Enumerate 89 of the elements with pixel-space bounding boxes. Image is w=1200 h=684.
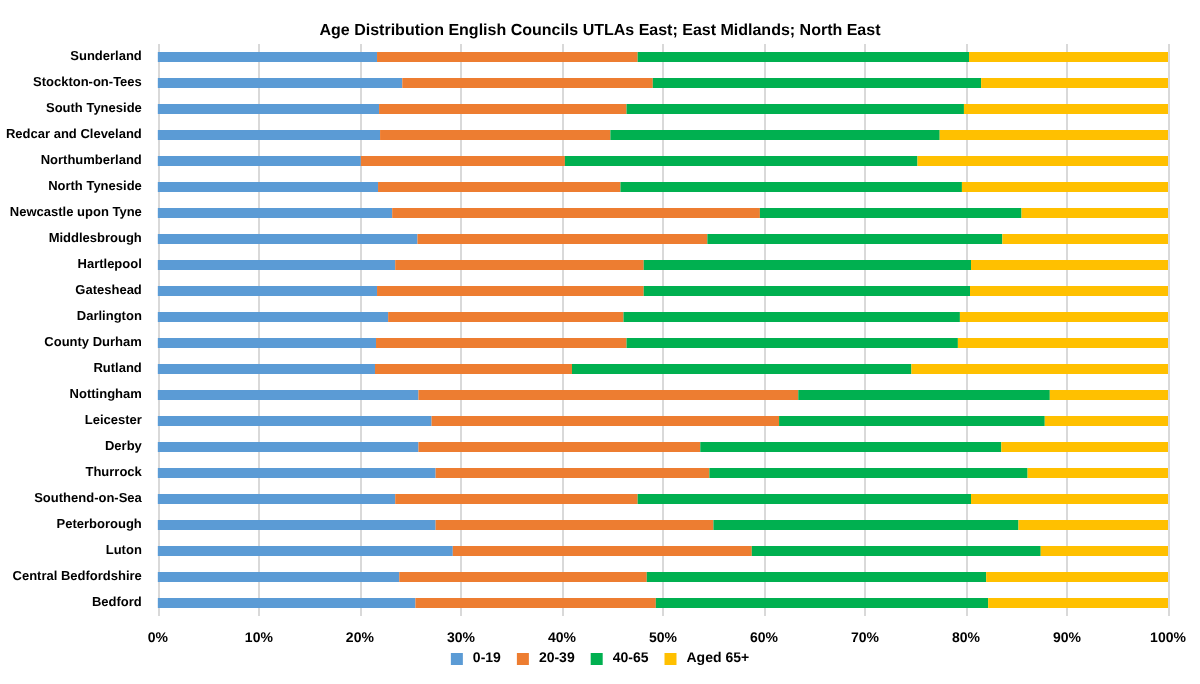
bar <box>610 130 940 140</box>
bar <box>378 182 621 192</box>
bar <box>157 598 416 608</box>
bar <box>377 52 638 62</box>
bar <box>620 182 962 192</box>
bar <box>623 312 960 322</box>
bar <box>435 468 710 478</box>
bar <box>1002 234 1168 244</box>
bar <box>157 286 378 296</box>
bar <box>157 390 419 400</box>
bar <box>157 494 396 504</box>
bar <box>399 572 647 582</box>
bar <box>157 546 453 556</box>
bar <box>431 416 780 426</box>
bar <box>376 338 627 348</box>
bar <box>1049 390 1168 400</box>
bar <box>392 208 760 218</box>
bar <box>963 104 1168 114</box>
bar <box>981 78 1168 88</box>
bar <box>157 156 361 166</box>
bar <box>375 364 572 374</box>
bar <box>157 520 436 530</box>
bar <box>395 260 644 270</box>
bar <box>988 598 1168 608</box>
bar <box>380 130 611 140</box>
bar <box>969 52 1168 62</box>
bar <box>157 208 393 218</box>
bar <box>157 78 403 88</box>
bar <box>643 260 972 270</box>
bar <box>1021 208 1168 218</box>
bar <box>751 546 1041 556</box>
bar <box>626 104 964 114</box>
bar <box>452 546 752 556</box>
bar <box>971 260 1168 270</box>
bar <box>157 572 400 582</box>
bar <box>798 390 1050 400</box>
bar <box>957 338 1168 348</box>
bar <box>157 364 376 374</box>
bar <box>637 52 969 62</box>
bar <box>713 520 1019 530</box>
bar <box>418 390 799 400</box>
bar <box>157 338 377 348</box>
bar <box>637 494 972 504</box>
bar <box>961 182 1168 192</box>
bar <box>707 234 1003 244</box>
bar <box>939 130 1168 140</box>
bar <box>157 234 418 244</box>
bar <box>986 572 1168 582</box>
bar <box>1040 546 1168 556</box>
bar <box>700 442 1002 452</box>
bar <box>157 468 436 478</box>
bar <box>157 130 381 140</box>
bar <box>652 78 982 88</box>
bar <box>1001 442 1168 452</box>
bar <box>655 598 989 608</box>
bar <box>1018 520 1168 530</box>
bar <box>377 286 644 296</box>
bar <box>709 468 1028 478</box>
bar <box>157 312 389 322</box>
bar <box>564 156 918 166</box>
bar <box>395 494 638 504</box>
bar <box>418 442 701 452</box>
bar <box>388 312 624 322</box>
bar <box>157 52 378 62</box>
bar <box>157 104 380 114</box>
bar <box>415 598 656 608</box>
bar <box>643 286 971 296</box>
bar <box>402 78 653 88</box>
bar <box>970 286 1168 296</box>
bar <box>917 156 1168 166</box>
bar <box>759 208 1022 218</box>
bar <box>157 416 432 426</box>
bar <box>157 182 379 192</box>
bar <box>360 156 565 166</box>
bar <box>157 442 419 452</box>
bar <box>1044 416 1168 426</box>
chart-title: Age Distribution English Councils UTLAs East; East Midlands; North East <box>319 21 882 39</box>
bar <box>646 572 987 582</box>
bar <box>971 494 1168 504</box>
bar <box>157 260 396 270</box>
bar <box>435 520 714 530</box>
bar <box>1027 468 1168 478</box>
bar <box>379 104 627 114</box>
bar <box>959 312 1168 322</box>
bar <box>626 338 958 348</box>
bar <box>779 416 1045 426</box>
bar <box>417 234 708 244</box>
bar <box>911 364 1168 374</box>
bar <box>572 364 912 374</box>
